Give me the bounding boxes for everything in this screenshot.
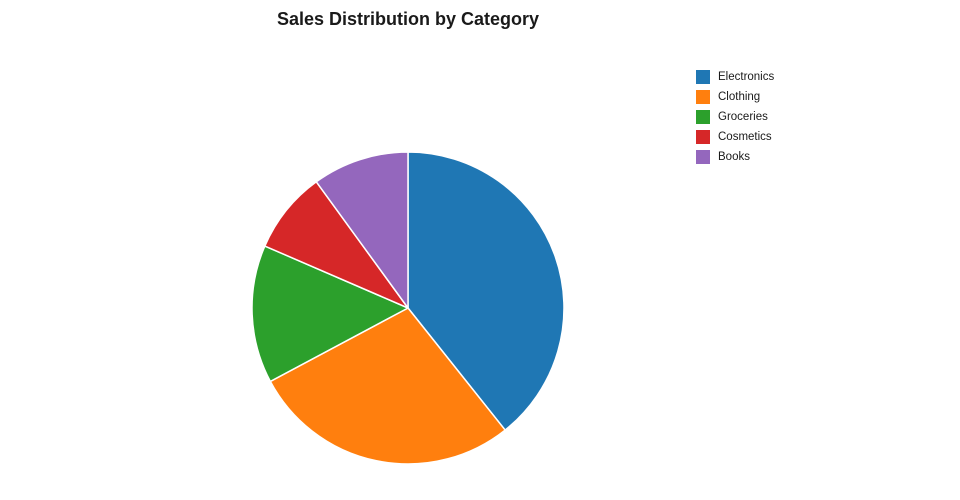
legend-item-clothing: Clothing <box>696 87 774 107</box>
legend-item-groceries: Groceries <box>696 107 774 127</box>
pie-slice-electronics <box>407 151 565 431</box>
legend-label-cosmetics: Cosmetics <box>718 131 772 143</box>
legend-swatch-books <box>696 150 710 164</box>
legend-label-electronics: Electronics <box>718 71 775 83</box>
legend-label-groceries: Groceries <box>718 111 768 123</box>
legend-label-clothing: Clothing <box>718 91 761 103</box>
legend-item-books: Books <box>696 147 774 167</box>
legend-label-books: Books <box>718 151 750 163</box>
chart-title: Sales Distribution by Category <box>276 9 540 29</box>
pie-slice-books <box>315 151 409 309</box>
pie-slice-groceries <box>251 245 409 383</box>
pie-slice-cosmetics <box>264 181 409 309</box>
legend-swatch-groceries <box>696 110 710 124</box>
legend-item-cosmetics: Cosmetics <box>696 127 774 147</box>
legend-swatch-clothing <box>696 90 710 104</box>
legend-item-electronics: Electronics <box>696 67 774 87</box>
pie-slice-clothing <box>269 307 506 465</box>
legend-swatch-cosmetics <box>696 130 710 144</box>
legend-swatch-electronics <box>696 70 710 84</box>
legend: Electronics Clothing Groceries Cosmetics Boo… <box>696 67 774 167</box>
